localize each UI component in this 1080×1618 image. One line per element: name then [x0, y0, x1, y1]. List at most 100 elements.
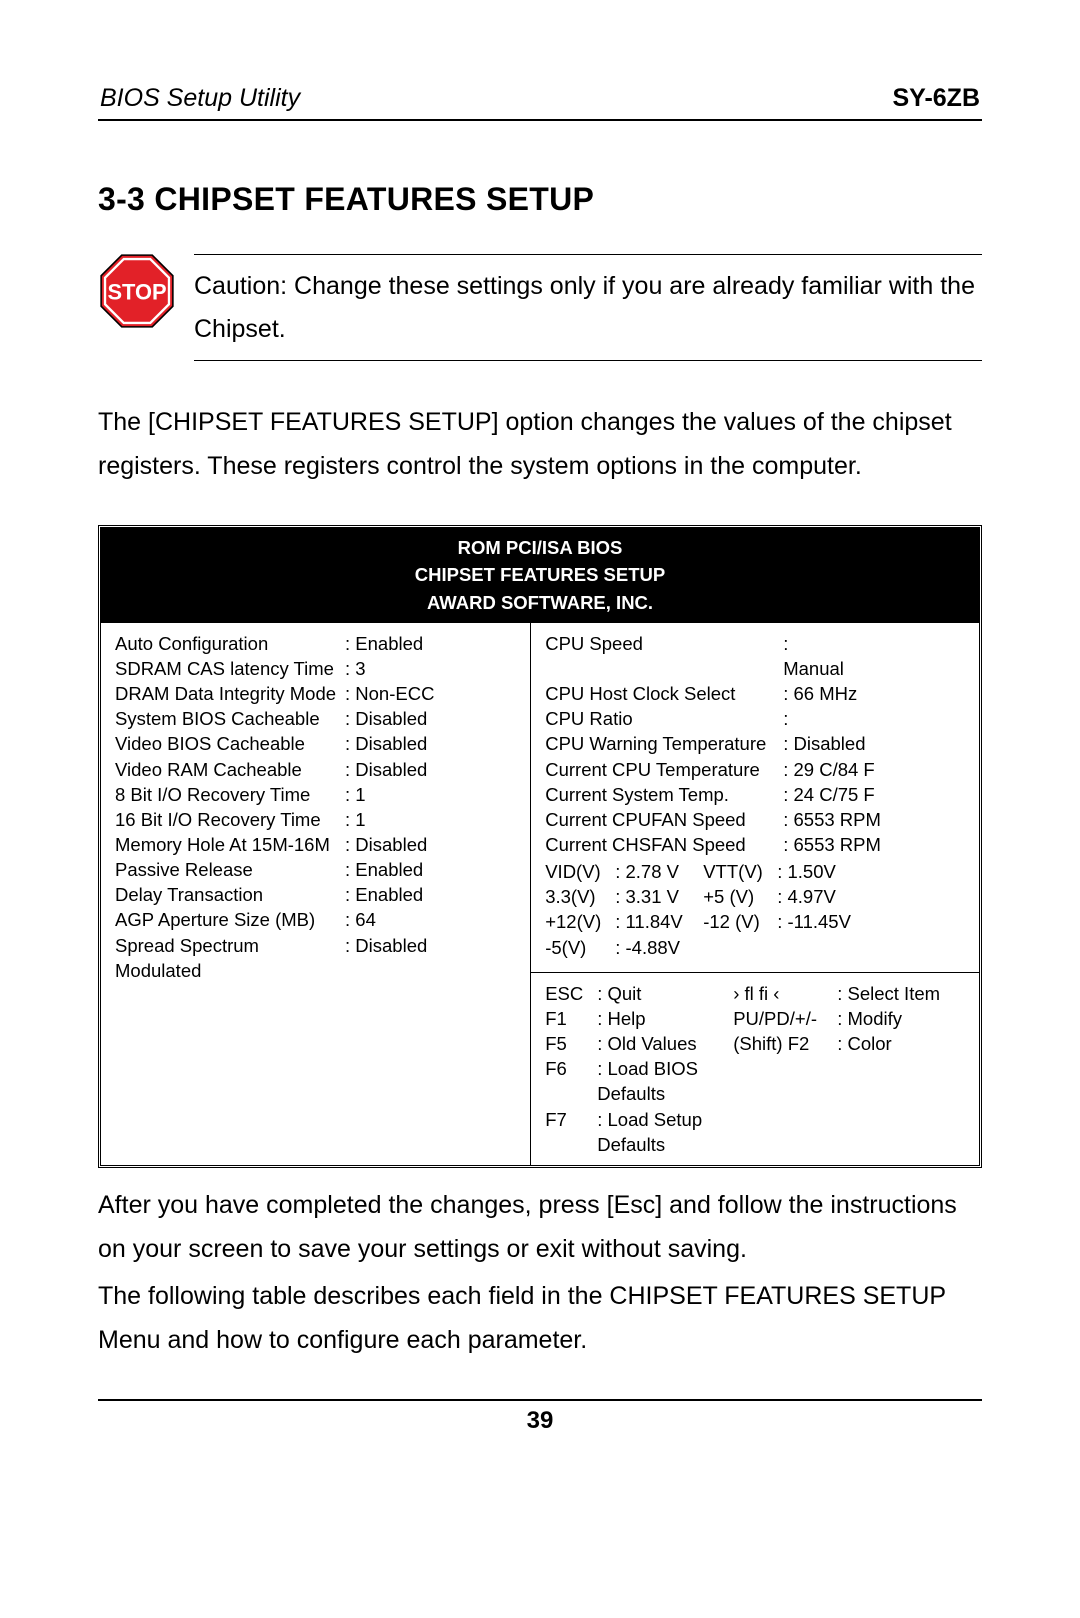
- setting-label: Current CPU Temperature: [545, 757, 783, 782]
- setting-row: Current System Temp.: 24 C/75 F: [545, 782, 969, 807]
- bios-header-l3: AWARD SOFTWARE, INC.: [101, 589, 979, 617]
- page-header: BIOS Setup Utility SY-6ZB: [98, 84, 982, 119]
- setting-row: Video RAM Cacheable: Disabled: [115, 757, 520, 782]
- help-key: [733, 1056, 837, 1106]
- setting-value: : 3: [345, 656, 366, 681]
- setting-value: : Enabled: [345, 631, 423, 656]
- help-row: ESC: Quit› ﬂ ﬁ ‹: Select Item: [545, 981, 969, 1006]
- setting-row: CPU Speed : Manual: [545, 631, 969, 681]
- help-value: : Help: [597, 1006, 733, 1031]
- help-key: (Shift) F2: [733, 1031, 837, 1056]
- after-paragraph-2: The following table describes each field…: [98, 1275, 982, 1363]
- bios-body: Auto Configuration: EnabledSDRAM CAS lat…: [101, 623, 979, 1165]
- setting-label: CPU Host Clock Select: [545, 681, 783, 706]
- voltage-cell: : 11.84V: [615, 909, 703, 934]
- setting-label: Current CHSFAN Speed: [545, 832, 783, 857]
- setting-label: Auto Configuration: [115, 631, 345, 656]
- setting-label: Passive Release: [115, 857, 345, 882]
- setting-label: Delay Transaction: [115, 882, 345, 907]
- voltage-cell: : 3.31 V: [615, 884, 703, 909]
- setting-label: Current CPUFAN Speed: [545, 807, 783, 832]
- setting-label: 8 Bit I/O Recovery Time: [115, 782, 345, 807]
- stop-label: STOP: [107, 280, 166, 305]
- setting-value: : Enabled: [345, 882, 423, 907]
- setting-row: CPU Ratio:: [545, 706, 969, 731]
- bios-header-l1: ROM PCI/ISA BIOS: [101, 534, 979, 562]
- setting-label: 16 Bit I/O Recovery Time: [115, 807, 345, 832]
- setting-row: Current CPUFAN Speed: 6553 RPM: [545, 807, 969, 832]
- setting-row: CPU Warning Temperature: Disabled: [545, 731, 969, 756]
- setting-value: : Manual: [783, 631, 847, 681]
- voltage-cell: 3.3(V): [545, 884, 615, 909]
- setting-value: : Disabled: [783, 731, 865, 756]
- after-paragraph-1: After you have completed the changes, pr…: [98, 1184, 982, 1272]
- header-right: SY-6ZB: [892, 84, 980, 113]
- setting-row: 16 Bit I/O Recovery Time: 1: [115, 807, 520, 832]
- help-separator: [531, 972, 979, 973]
- caution-rule-bot: [194, 360, 982, 361]
- setting-value: : Disabled: [345, 731, 427, 756]
- help-row: F6: Load BIOS Defaults: [545, 1056, 969, 1106]
- help-value: : Color: [837, 1031, 892, 1056]
- section-title: 3-3 CHIPSET FEATURES SETUP: [98, 181, 982, 218]
- setting-row: System BIOS Cacheable: Disabled: [115, 706, 520, 731]
- voltage-cell: : -4.88V: [615, 935, 703, 960]
- setting-row: CPU Host Clock Select: 66 MHz: [545, 681, 969, 706]
- bios-header-l2: CHIPSET FEATURES SETUP: [101, 561, 979, 589]
- setting-row: Video BIOS Cacheable: Disabled: [115, 731, 520, 756]
- voltage-table: VID(V): 2.78 VVTT(V): 1.50V3.3(V): 3.31 …: [545, 859, 969, 960]
- stop-icon: STOP: [98, 252, 176, 330]
- setting-value: : 66 MHz: [783, 681, 857, 706]
- voltage-cell: VID(V): [545, 859, 615, 884]
- bios-header: ROM PCI/ISA BIOS CHIPSET FEATURES SETUP …: [101, 528, 979, 623]
- setting-row: DRAM Data Integrity Mode: Non-ECC: [115, 681, 520, 706]
- caution-rule-top: [194, 254, 982, 255]
- setting-label: AGP Aperture Size (MB): [115, 907, 345, 932]
- setting-row: Delay Transaction: Enabled: [115, 882, 520, 907]
- help-key: F1: [545, 1006, 597, 1031]
- bios-right-column: CPU Speed : Manual CPU Host Clock Select…: [531, 623, 979, 1165]
- voltage-cell: : 1.50V: [777, 859, 836, 884]
- setting-label: DRAM Data Integrity Mode: [115, 681, 345, 706]
- setting-value: : Disabled: [345, 933, 427, 983]
- setting-value: : 64: [345, 907, 376, 932]
- voltage-cell: : 4.97V: [777, 884, 836, 909]
- caution-text: Caution: Change these settings only if y…: [194, 272, 975, 343]
- setting-label: CPU Warning Temperature: [545, 731, 783, 756]
- setting-value: :: [783, 706, 788, 731]
- setting-label: Current System Temp.: [545, 782, 783, 807]
- setting-row: Current CPU Temperature: 29 C/84 F: [545, 757, 969, 782]
- setting-label: CPU Ratio: [545, 706, 783, 731]
- voltage-cell: +12(V): [545, 909, 615, 934]
- setting-label: Memory Hole At 15M-16M: [115, 832, 345, 857]
- help-key: F6: [545, 1056, 597, 1106]
- setting-value: : 24 C/75 F: [783, 782, 875, 807]
- setting-row: Current CHSFAN Speed: 6553 RPM: [545, 832, 969, 857]
- footer-rule: [98, 1399, 982, 1401]
- help-key: ESC: [545, 981, 597, 1006]
- setting-value: : Disabled: [345, 706, 427, 731]
- setting-value: : 6553 RPM: [783, 832, 881, 857]
- setting-row: 8 Bit I/O Recovery Time: 1: [115, 782, 520, 807]
- voltage-cell: VTT(V): [703, 859, 777, 884]
- setting-label: CPU Speed: [545, 631, 783, 681]
- setting-row: Spread Spectrum Modulated: Disabled: [115, 933, 520, 983]
- setting-value: : 1: [345, 782, 366, 807]
- help-value: : Quit: [597, 981, 733, 1006]
- setting-row: Auto Configuration: Enabled: [115, 631, 520, 656]
- help-value: : Load Setup Defaults: [597, 1107, 733, 1157]
- caution-block: STOP Caution: Change these settings only…: [98, 252, 982, 361]
- setting-value: : Disabled: [345, 832, 427, 857]
- setting-value: : 1: [345, 807, 366, 832]
- help-value: : Modify: [837, 1006, 902, 1031]
- setting-value: : Disabled: [345, 757, 427, 782]
- header-left: BIOS Setup Utility: [100, 84, 300, 113]
- help-block: ESC: Quit› ﬂ ﬁ ‹: Select ItemF1: HelpPU/…: [545, 981, 969, 1157]
- help-value: : Load BIOS Defaults: [597, 1056, 733, 1106]
- bios-screen: ROM PCI/ISA BIOS CHIPSET FEATURES SETUP …: [98, 525, 982, 1168]
- voltage-row: VID(V): 2.78 VVTT(V): 1.50V: [545, 859, 969, 884]
- voltage-cell: -12 (V): [703, 909, 777, 934]
- setting-row: Memory Hole At 15M-16M: Disabled: [115, 832, 520, 857]
- voltage-cell: : 2.78 V: [615, 859, 703, 884]
- help-row: F5: Old Values(Shift) F2: Color: [545, 1031, 969, 1056]
